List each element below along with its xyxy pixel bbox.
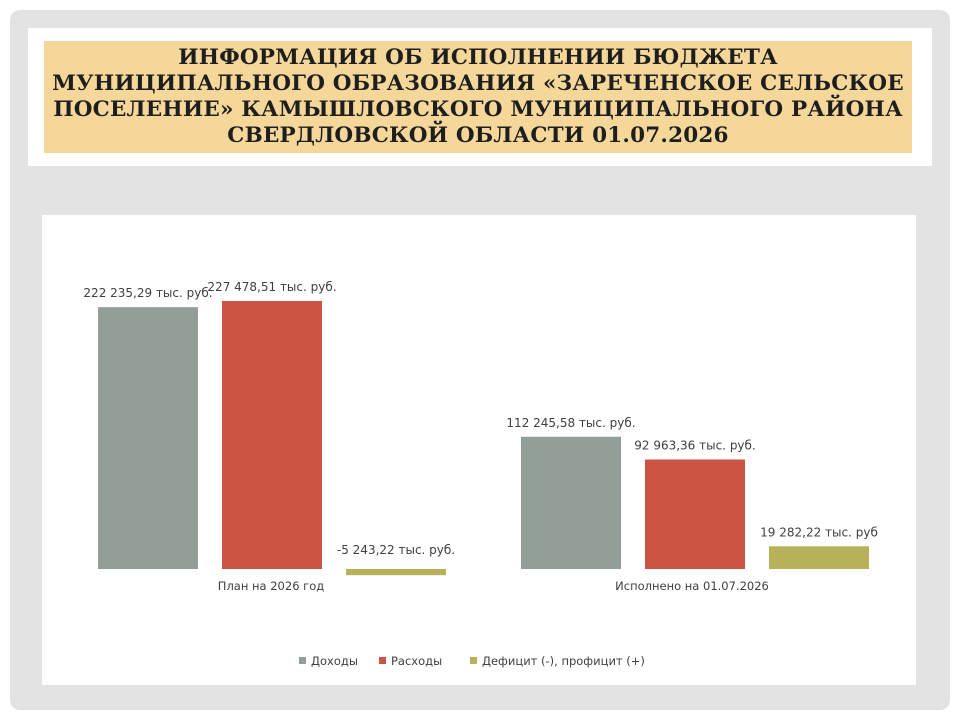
bar-2-1 — [222, 301, 322, 569]
bar-1-1 — [98, 307, 198, 569]
bar-1-2 — [521, 436, 621, 569]
bar-3-1 — [346, 569, 446, 576]
legend-label: Дефицит (-), профицит (+) — [482, 654, 645, 668]
data-label: 19 282,22 тыс. руб — [760, 525, 878, 539]
title-box: ИНФОРМАЦИЯ ОБ ИСПОЛНЕНИИ БЮДЖЕТА МУНИЦИП… — [44, 41, 912, 153]
legend-swatch — [299, 657, 306, 664]
data-label: 92 963,36 тыс. руб. — [634, 438, 756, 452]
legend-label: Доходы — [311, 654, 358, 668]
legend-label: Расходы — [391, 654, 442, 668]
bar-3-2 — [769, 546, 869, 569]
category-label: Исполнено на 01.07.2026 — [615, 579, 769, 593]
data-label: 112 245,58 тыс. руб. — [506, 416, 635, 430]
bar-2-2 — [645, 459, 745, 569]
chart-panel: 222 235,29 тыс. руб. 112 245,58 тыс. руб.… — [42, 215, 916, 685]
category-label: План на 2026 год — [218, 579, 324, 593]
data-label: 227 478,51 тыс. руб. — [207, 280, 336, 294]
data-label: 222 235,29 тыс. руб. — [83, 286, 212, 300]
budget-bar-chart: 222 235,29 тыс. руб. 112 245,58 тыс. руб.… — [83, 280, 878, 668]
page-title: ИНФОРМАЦИЯ ОБ ИСПОЛНЕНИИ БЮДЖЕТА МУНИЦИП… — [52, 45, 904, 148]
data-label: -5 243,22 тыс. руб. — [337, 543, 455, 557]
legend-swatch — [470, 657, 477, 664]
legend-swatch — [379, 657, 386, 664]
